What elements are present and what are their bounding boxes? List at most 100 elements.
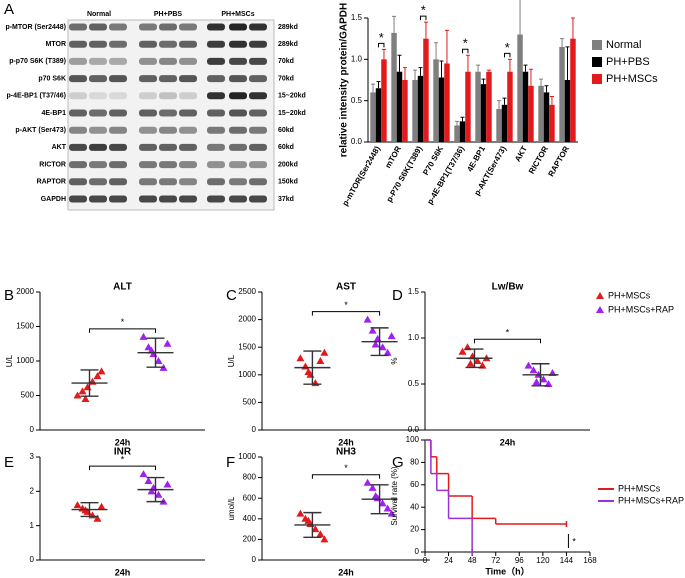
error-bar [460,116,465,122]
data-point [78,387,87,395]
y-tick-label: 0 [252,555,257,564]
blot-band [69,143,87,151]
blot-row-label: RAPTOR [37,179,66,186]
bar [543,92,550,142]
blot-band [139,195,157,203]
error-bar [439,60,444,78]
blot-band [229,75,247,83]
y-axis-label: Survival rate (%) [390,466,399,525]
data-point [154,357,163,364]
blot-band [229,143,247,151]
blot-band [179,75,197,83]
error-bar [502,97,507,105]
bar [396,71,403,142]
blot-row-label: MTOR [46,41,66,48]
error-bar [481,78,486,85]
significance-bracket [420,15,427,21]
mean-sd [361,484,398,515]
error-bar [523,64,528,72]
mean-sd [137,476,174,503]
blot-band [69,23,87,31]
x-axis-label: 24h [500,437,516,447]
blot-band [229,109,247,117]
y-tick-label: 0 [30,425,35,434]
blot-row-label: p-p70 S6K (T389) [9,58,66,65]
blot-size-label: 37kd [278,196,294,203]
x-axis-label: 24h [338,437,354,447]
y-tick-label: 80 [410,458,419,467]
data-point [466,359,475,367]
y-axis-label: U/L [5,354,14,367]
blot-band [249,75,267,83]
blot-band [69,40,87,48]
blot-band [207,23,225,31]
bar [507,71,513,142]
y-tick-label: 1.5 [408,287,420,296]
data-point [296,354,305,362]
x-tick-label: 144 [560,556,574,565]
y-tick-label: 500 [21,391,35,400]
blot-row-label: p-4E-BP1 (T37/46) [6,93,66,100]
data-point [368,483,377,491]
data-point [97,367,106,375]
blot-band [179,195,197,203]
blot-band [249,161,267,169]
chart-title: Lw/Bw [492,282,524,293]
bar [375,88,382,142]
y-axis-label: U/L [227,354,236,367]
bar [549,104,555,142]
blot-group-label: PH+MSCs [221,11,254,18]
legend-marker [596,292,604,299]
chart-title: INR [114,447,132,458]
y-tick-label: 1000 [238,452,256,461]
y-tick-label: 0.0 [351,137,363,146]
blot-row-label: p70 S6K [38,75,66,82]
blot-size-label: 289kd [278,24,298,31]
blot-band [109,195,127,203]
blot-band [69,57,87,65]
mean-sd [294,350,331,385]
blot-band [89,143,107,151]
error-bar [539,78,544,86]
error-bar [549,96,554,105]
significance-label: * [505,40,510,55]
bar [402,80,408,142]
error-bar [519,0,521,35]
x-tick-label: RICTOR [527,144,550,175]
blot-group-label: PH+PBS [154,11,183,18]
blot-band [139,161,157,169]
blot-band [109,92,127,100]
x-tick-label: 0 [423,556,428,565]
blot-band [249,57,267,65]
data-point [539,375,548,383]
x-tick-label: 168 [583,556,597,565]
x-axis-label: 24h [338,567,354,577]
error-bar [570,17,575,39]
blot-band [179,143,197,151]
blot-band [139,109,157,117]
blot-size-label: 70kd [278,58,294,65]
blot-band [179,109,197,117]
data-point [371,492,380,500]
blot-band [207,109,225,117]
blot-row-label: p-AKT (Ser473) [15,127,66,134]
significance-label: * [572,536,576,546]
y-tick-label: 1000 [238,370,256,379]
blot-band [109,178,127,186]
y-tick-label: 1500 [16,322,34,331]
data-point [387,332,396,340]
blot-band [139,23,157,31]
x-tick-label: 72 [491,556,500,565]
chart-title: AST [336,282,356,293]
y-tick-label: 0 [252,425,257,434]
legend-swatch [592,74,602,84]
y-tick-label: 400 [243,514,257,523]
error-bar [434,42,439,60]
blot-row-label: RICTOR [39,161,66,168]
blot-band [179,178,197,186]
data-point [378,343,387,351]
blot-band [159,75,177,83]
blot-band [109,57,127,65]
bar [538,85,544,142]
significance-bracket [504,52,511,58]
